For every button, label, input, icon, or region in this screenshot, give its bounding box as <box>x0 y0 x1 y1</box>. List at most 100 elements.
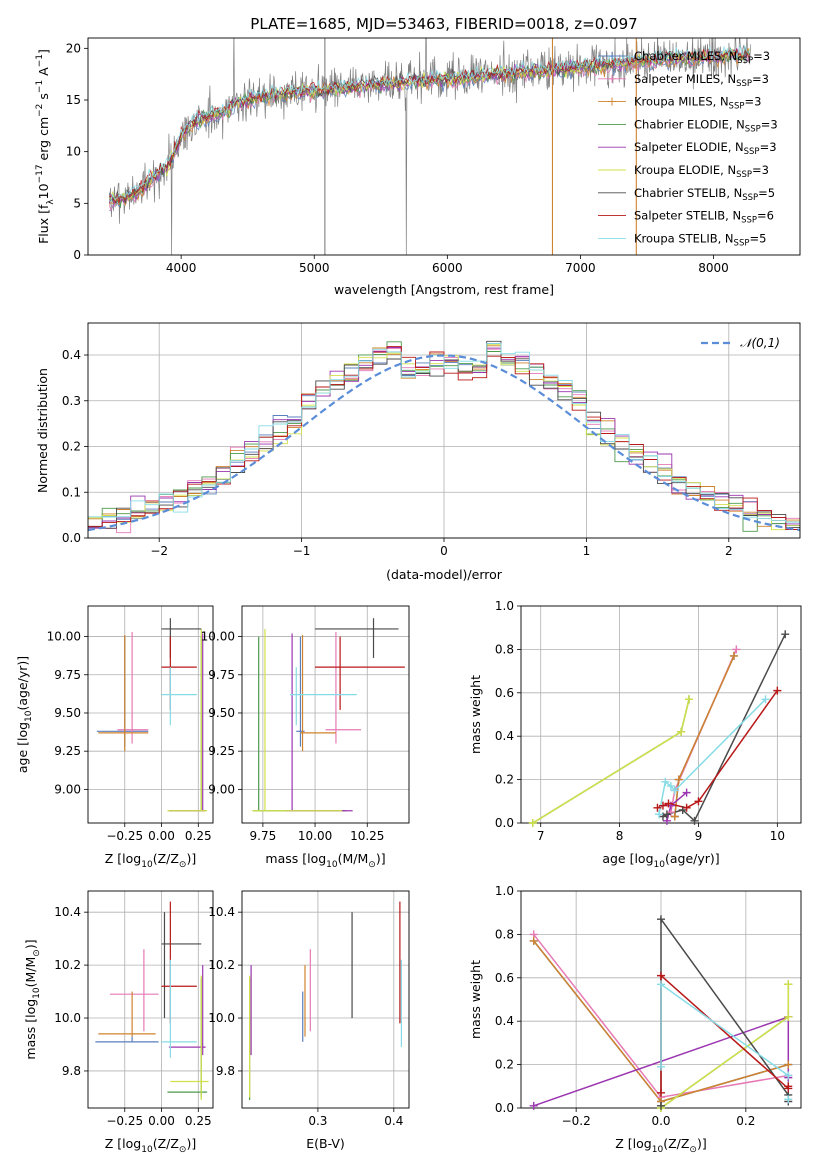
label-part: (age/yr)] <box>665 851 720 866</box>
legend-label: 𝒩(0,1) <box>740 336 780 350</box>
x-tick-label: 0.4 <box>384 1114 403 1128</box>
y-tick-label: 0.0 <box>495 816 514 830</box>
data-marker <box>655 810 664 819</box>
plot-area <box>96 618 208 812</box>
label-part: λ <box>46 199 56 205</box>
chart-age-vs-Z: −0.25 0.00 0.25 9.00 9.25 9.50 9.75 10.00 Z [log… <box>15 605 214 870</box>
label-part: =3 <box>760 140 777 154</box>
label-part: Chabrier STELIB, N <box>634 186 742 200</box>
data-marker <box>685 695 693 704</box>
y-tick-label: 9.00 <box>54 782 81 796</box>
label-part: 10 <box>24 710 34 722</box>
label-part: 10 <box>36 183 51 199</box>
label-part: (Z/Z <box>153 851 179 866</box>
x-tick-label: −0.2 <box>562 1114 591 1128</box>
label-part: Chabrier MILES, N <box>634 49 737 63</box>
y-tick-label: 9.00 <box>208 782 235 796</box>
x-tick-label: 4000 <box>166 261 197 275</box>
y-tick-label: 9.75 <box>208 668 235 682</box>
legend: 𝒩(0,1) <box>701 336 780 350</box>
y-axis-label: age [log10(age/yr)] <box>15 656 34 773</box>
y-tick-label: 9.75 <box>54 668 81 682</box>
normal-curve <box>88 354 800 532</box>
legend-marker <box>608 74 616 83</box>
data-marker <box>761 695 770 704</box>
legend-label: Kroupa MILES, NSSP=3 <box>634 95 761 112</box>
label-part: Kroupa ELODIE, N <box>634 163 736 177</box>
y-tick-label: 10.00 <box>201 630 235 644</box>
legend-label: Chabrier ELODIE, NSSP=3 <box>634 117 778 134</box>
x-tick-label: 0.25 <box>185 1114 212 1128</box>
y-axis-label: mass [log10(M/M⊙)] <box>23 939 42 1059</box>
label-part: Kroupa STELIB, N <box>634 231 734 245</box>
x-tick-label: 0.0 <box>651 1114 670 1128</box>
label-part: 10 <box>32 987 42 999</box>
x-tick-label: 0.00 <box>148 829 175 843</box>
label-part: )] <box>376 851 386 866</box>
label-part: 10 <box>652 1145 664 1155</box>
y-tick-label: 0.2 <box>62 440 81 454</box>
chart-spectrum: 4000 5000 6000 7000 8000 0 5 10 15 20 wavelength [… <box>35 37 801 297</box>
label-part: =3 <box>753 49 770 63</box>
y-tick-label: 10.2 <box>54 958 81 972</box>
data-marker <box>732 645 741 654</box>
data-marker <box>657 915 665 924</box>
plot-area <box>108 38 752 255</box>
data-marker <box>529 936 538 945</box>
data-marker <box>657 971 665 980</box>
plot-area <box>533 916 790 1108</box>
data-marker <box>674 775 683 784</box>
label-part: =3 <box>744 95 761 109</box>
data-marker <box>694 797 703 806</box>
x-axis-label: age [log10(age/yr)] <box>602 851 719 870</box>
y-tick-label: 0 <box>73 248 81 262</box>
label-part: Z [log <box>105 851 141 866</box>
legend-label: Salpeter ELODIE, NSSP=3 <box>634 140 777 157</box>
legend-label: Chabrier MILES, NSSP=3 <box>634 49 770 66</box>
label-part: Salpeter MILES, N <box>634 72 736 86</box>
label-part: Salpeter ELODIE, N <box>634 140 744 154</box>
label-part: 10 <box>326 860 338 870</box>
label-part: =3 <box>752 163 769 177</box>
data-marker <box>784 1060 793 1069</box>
plot-area <box>88 340 800 538</box>
y-tick-label: 9.50 <box>208 706 235 720</box>
legend-label: Kroupa STELIB, NSSP=5 <box>634 231 766 248</box>
data-marker <box>653 803 662 812</box>
label-part: (Z/Z <box>153 1136 179 1151</box>
label-part: )] <box>23 939 38 949</box>
y-tick-label: 15 <box>66 93 81 107</box>
y-tick-label: 10.4 <box>208 905 235 919</box>
x-tick-label: 8000 <box>698 261 729 275</box>
x-axis-label: Z [log10(Z/Z⊙)] <box>615 1136 706 1155</box>
data-marker <box>670 786 679 795</box>
y-tick-label: 10.0 <box>208 1011 235 1025</box>
data-marker <box>682 803 691 812</box>
histogram-salpeter-stelib <box>88 345 800 538</box>
axes-frame <box>87 37 801 256</box>
label-part: ⊙ <box>179 1145 187 1155</box>
label-part: A <box>36 67 51 80</box>
series-kroupa-stelib <box>660 982 790 1100</box>
y-tick-label: 0.6 <box>495 686 514 700</box>
axes-frame <box>87 605 214 824</box>
model-fit-chabrier-miles <box>109 51 751 211</box>
label-part: s <box>36 93 51 104</box>
x-axis-label: Z [log10(Z/Z⊙)] <box>105 1136 196 1155</box>
data-marker <box>784 1095 793 1104</box>
y-tick-label: 0.0 <box>495 1101 514 1115</box>
data-marker <box>657 1101 665 1110</box>
data-marker <box>657 1062 665 1071</box>
y-axis-label: Normed distribution <box>35 368 50 493</box>
label-part: −1 <box>35 54 45 67</box>
label-part: ] <box>36 49 51 54</box>
label-part: SSP <box>737 56 753 66</box>
y-tick-label: 0.2 <box>495 1058 514 1072</box>
y-tick-label: 9.8 <box>216 1064 235 1078</box>
chart-mass-vs-Z: −0.25 0.00 0.259.810.010.210.4Z [log10(Z/Z… <box>23 890 214 1155</box>
y-tick-label: 10 <box>66 145 81 159</box>
x-tick-label: −2 <box>150 544 168 558</box>
model-fit-salpeter-elodie <box>108 47 750 205</box>
